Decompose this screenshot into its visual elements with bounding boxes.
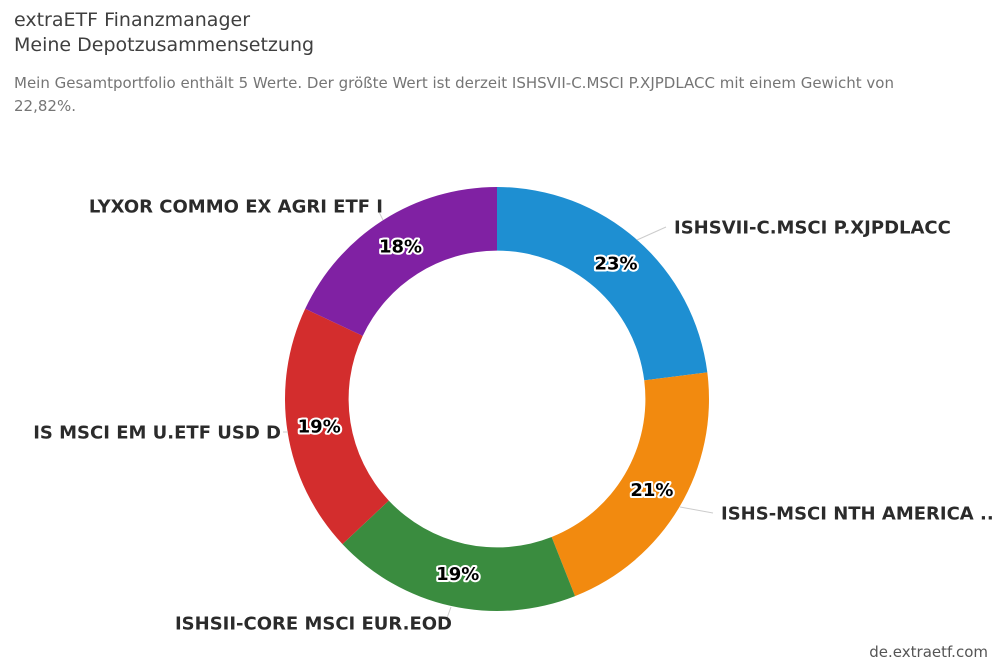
label-connector-4 (378, 211, 384, 221)
slice-name-label-0: ISHSVII-C.MSCI P.XJPDLACC (674, 218, 951, 239)
slice-percent-label-4: 18% (379, 237, 422, 258)
donut-slice-4[interactable] (305, 187, 497, 336)
donut-slice-2[interactable] (342, 500, 576, 611)
slice-name-label-1: ISHS-MSCI NTH AMERICA .. (721, 504, 994, 525)
slice-name-label-3: IS MSCI EM U.ETF USD D (33, 423, 281, 444)
page-title-line2: Meine Depotzusammensetzung (14, 34, 315, 56)
label-connector-2 (446, 606, 452, 619)
page-title-line1: extraETF Finanzmanager (14, 9, 251, 31)
watermark-text: de.extraetf.com (869, 643, 988, 661)
slice-percent-label-2: 19% (436, 564, 479, 585)
portfolio-summary-text: Mein Gesamtportfolio enthält 5 Werte. De… (14, 74, 894, 115)
slice-percent-label-0: 23% (594, 253, 637, 274)
slice-percent-label-3: 19% (298, 417, 341, 438)
slice-percent-label-1: 21% (630, 480, 673, 501)
slice-name-label-4: LYXOR COMMO EX AGRI ETF I (89, 197, 383, 218)
label-connector-0 (636, 226, 667, 241)
report-header: extraETF Finanzmanager Meine Depotzusamm… (14, 8, 944, 118)
donut-slice-3[interactable] (285, 308, 389, 545)
donut-slice-1[interactable] (551, 372, 709, 597)
slice-name-label-2: ISHSII-CORE MSCI EUR.EOD (175, 614, 452, 635)
donut-slice-0[interactable] (497, 187, 708, 381)
label-connector-1 (679, 506, 714, 514)
